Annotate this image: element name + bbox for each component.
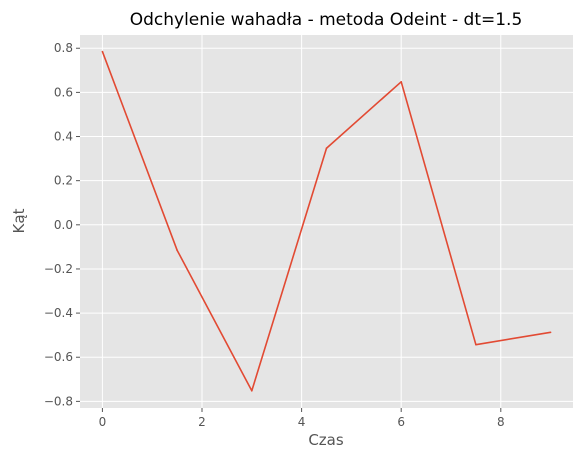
y-tick-label: 0.0 [54, 218, 73, 232]
x-tick-label: 0 [99, 415, 107, 429]
data-point [549, 331, 552, 334]
series-layer [101, 50, 552, 392]
plot-area [80, 35, 573, 408]
y-tick-label: −0.8 [44, 394, 73, 408]
y-tick-label: 0.6 [54, 85, 73, 99]
x-tick-label: 8 [497, 415, 505, 429]
x-tick-label: 2 [198, 415, 206, 429]
data-point [475, 343, 477, 346]
y-tick-label: −0.2 [44, 262, 73, 276]
y-tick-label: 0.2 [54, 174, 73, 188]
y-tick-label: 0.4 [54, 130, 73, 144]
data-point [325, 147, 328, 150]
y-axis-ticks: −0.8 −0.6 −0.4 −0.2 0.0 0.2 0.4 0.6 0.8 [44, 41, 80, 408]
data-point [251, 389, 253, 392]
y-tick-label: 0.8 [54, 41, 73, 55]
x-axis-label: Czas [308, 431, 344, 449]
x-tick-label: 4 [298, 415, 306, 429]
chart-title: Odchylenie wahadła - metoda Odeint - dt=… [130, 10, 523, 30]
data-point [176, 249, 178, 251]
y-tick-label: −0.4 [44, 306, 73, 320]
grid [80, 35, 573, 408]
x-axis-ticks: 0 2 4 6 8 [99, 408, 505, 429]
x-tick-label: 6 [397, 415, 405, 429]
y-tick-label: −0.6 [44, 350, 73, 364]
data-point [400, 80, 402, 83]
y-axis-label: Kąt [10, 208, 28, 233]
data-point [101, 50, 104, 53]
